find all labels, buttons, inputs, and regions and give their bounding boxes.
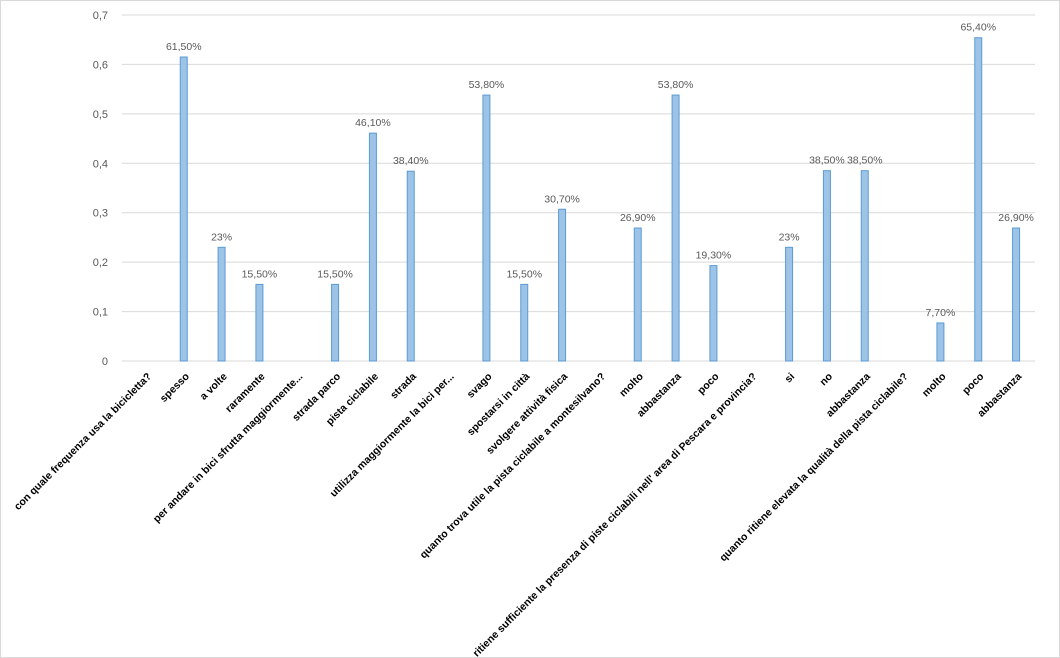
- x-category-label: a volte: [198, 371, 230, 403]
- data-label: 53,80%: [658, 79, 694, 91]
- bar: [785, 246, 794, 362]
- x-category-label: no: [817, 371, 835, 389]
- bar: [520, 283, 529, 362]
- x-category-label: molto: [617, 371, 646, 400]
- bar: [709, 265, 718, 362]
- data-label: 38,50%: [847, 155, 883, 167]
- x-category-label: quanto ritiene elevata la qualità della …: [717, 371, 910, 564]
- bar: [671, 94, 680, 362]
- x-category-label: spesso: [158, 371, 192, 405]
- bar: [255, 283, 264, 362]
- data-label: 26,90%: [998, 212, 1034, 224]
- data-label: 23%: [211, 231, 232, 243]
- data-label: 23%: [779, 231, 800, 243]
- data-label: 38,50%: [809, 155, 845, 167]
- x-category-label: poco: [960, 371, 986, 397]
- bar: [406, 170, 415, 362]
- bar: [217, 246, 226, 362]
- x-category-label: poco: [695, 371, 721, 397]
- data-label: 19,30%: [696, 250, 732, 262]
- data-label: 15,50%: [506, 268, 542, 280]
- x-axis-category-labels: con quale frequenza usa la bicicletta? sp…: [12, 371, 1024, 658]
- y-tick-label: 0,3: [93, 208, 108, 220]
- bar: [633, 227, 642, 362]
- x-category-label: strada: [388, 371, 419, 402]
- bar: [936, 322, 945, 362]
- bar: [822, 170, 831, 362]
- y-tick-label: 0,4: [93, 158, 108, 170]
- bar: [331, 283, 340, 362]
- x-category-label: quanto trova utile la pista ciclabile a …: [418, 371, 608, 561]
- gridlines: [122, 14, 1035, 362]
- data-label: 26,90%: [620, 212, 656, 224]
- x-category-label: ritiene sufficiente la presenza di piste…: [471, 371, 760, 658]
- x-category-label: si: [783, 371, 798, 386]
- bar: [482, 94, 491, 362]
- bar: [368, 132, 377, 362]
- data-label: 65,40%: [960, 22, 996, 34]
- y-tick-label: 0,2: [93, 257, 108, 269]
- data-label: 7,70%: [926, 307, 956, 319]
- data-label: 53,80%: [469, 79, 505, 91]
- data-label: 30,70%: [544, 193, 580, 205]
- bar: [860, 170, 869, 362]
- data-label: 15,50%: [317, 268, 353, 280]
- y-tick-label: 0: [102, 356, 108, 368]
- y-tick-label: 0,6: [93, 59, 108, 71]
- y-axis-tick-labels: 0 0,1 0,2 0,3 0,4 0,5 0,6 0,7: [93, 10, 108, 368]
- bars: [179, 37, 1021, 362]
- bar: [558, 208, 567, 362]
- bar: [974, 37, 983, 362]
- data-label: 15,50%: [242, 268, 278, 280]
- y-tick-label: 0,1: [93, 307, 108, 319]
- bar: [1012, 227, 1021, 362]
- data-labels: 61,50% 23% 15,50% 15,50% 46,10% 38,40% 53,80% 1…: [166, 22, 1034, 319]
- bar: [179, 56, 188, 362]
- y-tick-label: 0,5: [93, 109, 108, 121]
- data-label: 61,50%: [166, 41, 202, 53]
- y-tick-label: 0,7: [93, 10, 108, 22]
- data-label: 38,40%: [393, 155, 429, 167]
- x-category-label: con quale frequenza usa la bicicletta?: [12, 371, 154, 513]
- x-category-label: svago: [465, 371, 495, 401]
- x-category-label: molto: [920, 371, 949, 400]
- data-label: 46,10%: [355, 117, 391, 129]
